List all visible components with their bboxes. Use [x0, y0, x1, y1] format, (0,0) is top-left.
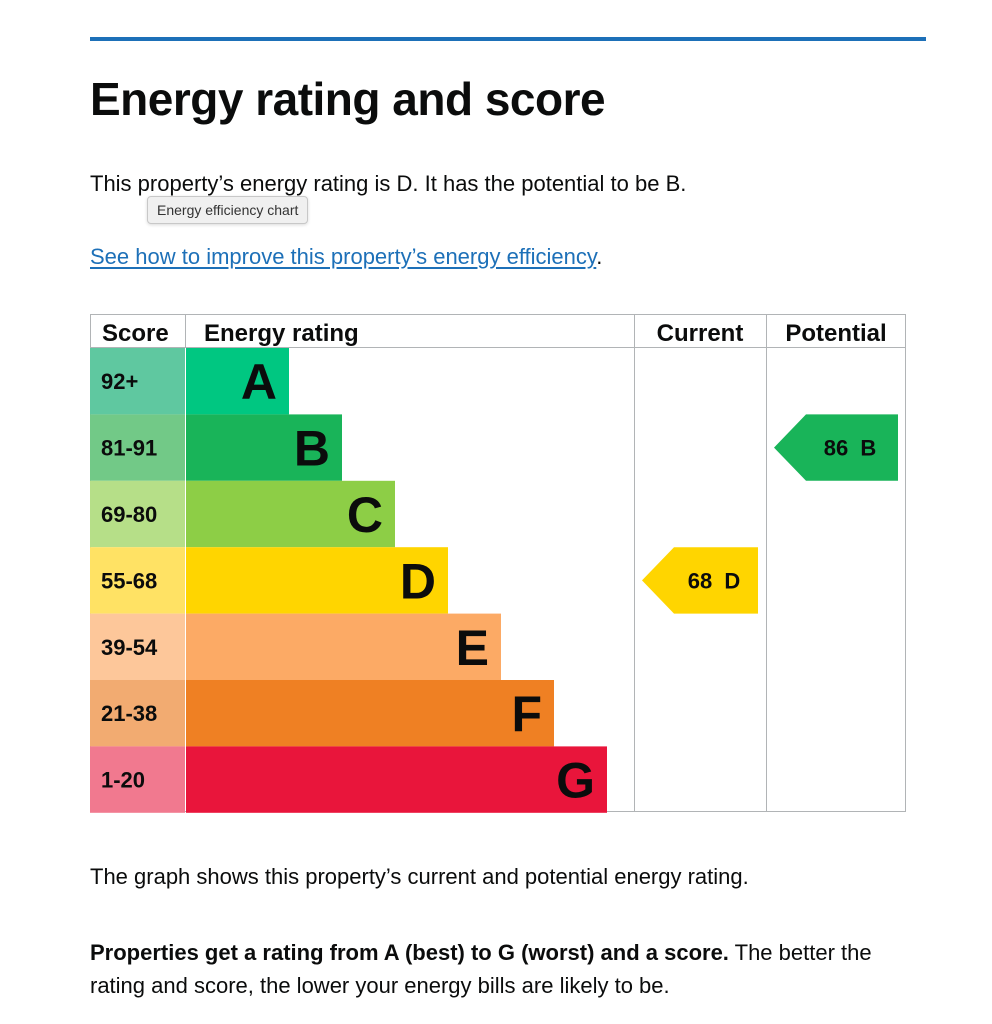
- score-cell-a: [90, 348, 185, 415]
- rating-bar-f: [186, 680, 554, 747]
- header-score: Score: [102, 320, 169, 347]
- rating-letter-c: C: [347, 487, 383, 543]
- rating-bar-a: [186, 348, 289, 415]
- rating-bar-b: [186, 414, 342, 481]
- score-range-c: 69-80: [101, 502, 157, 527]
- tooltip: Energy efficiency chart: [147, 196, 309, 224]
- score-range-a: 92+: [101, 369, 138, 394]
- improve-efficiency-link[interactable]: See how to improve this property’s energ…: [90, 244, 597, 269]
- score-range-d: 55-68: [101, 568, 157, 593]
- score-cell-f: [90, 680, 185, 747]
- rating-explanation-rest: The better the rating and score, the low…: [90, 940, 872, 998]
- header-potential: Potential: [785, 320, 886, 347]
- rating-letter-f: F: [511, 686, 542, 742]
- score-range-g: 1-20: [101, 768, 145, 793]
- current-rating-label: 68 D: [688, 568, 741, 593]
- rating-letter-b: B: [294, 421, 330, 477]
- score-range-b: 81-91: [101, 436, 157, 461]
- potential-rating-label: 86 B: [824, 436, 877, 461]
- score-cell-e: [90, 613, 185, 680]
- rating-bar-e: [186, 613, 501, 680]
- rating-letter-d: D: [400, 553, 436, 609]
- score-range-e: 39-54: [101, 635, 158, 660]
- rating-letter-a: A: [241, 354, 277, 410]
- score-range-f: 21-38: [101, 701, 157, 726]
- rating-bar-g: [186, 746, 607, 813]
- energy-efficiency-chart: 92+ A81-91 B69-80 C55-68 D39-54 E21-38 F1-20 G …: [90, 314, 906, 813]
- rating-letter-e: E: [456, 620, 489, 676]
- rating-explanation-bold: Properties get a rating from A (best) to…: [90, 940, 729, 965]
- rating-explanation: Properties get a rating from A (best) to…: [90, 936, 910, 1002]
- rating-bar-c: [186, 480, 395, 548]
- rating-bar-d: [186, 547, 448, 614]
- page-title: Energy rating and score: [90, 73, 606, 125]
- improve-line: See how to improve this property’s energ…: [90, 244, 602, 270]
- current-arrow: [642, 547, 758, 614]
- potential-arrow: [774, 414, 898, 481]
- score-cell-c: [90, 480, 185, 548]
- rating-letter-g: G: [556, 753, 595, 809]
- top-rule: [90, 37, 926, 41]
- score-cell-g: [90, 746, 185, 813]
- header-energy-rating: Energy rating: [204, 320, 359, 347]
- improve-punct: .: [596, 244, 603, 269]
- header-current: Current: [657, 320, 744, 347]
- score-cell-b: [90, 414, 185, 481]
- rating-summary: This property’s energy rating is D. It h…: [90, 171, 687, 196]
- graph-explanation: The graph shows this property’s current …: [90, 864, 749, 889]
- score-cell-d: [90, 547, 185, 614]
